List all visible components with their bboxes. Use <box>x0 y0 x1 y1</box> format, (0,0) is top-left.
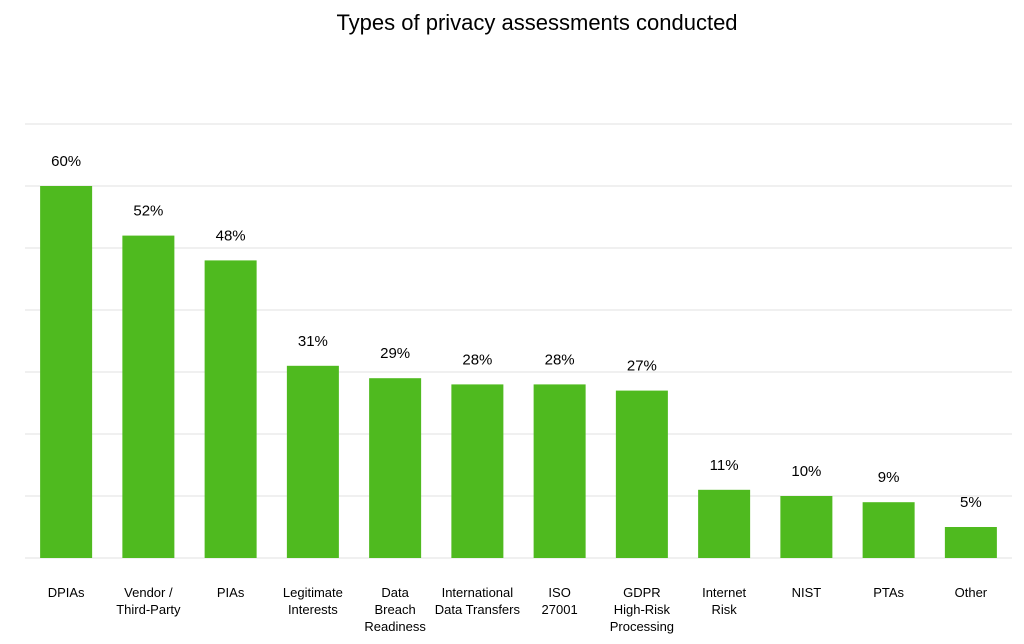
bar <box>204 260 257 558</box>
value-label: 9% <box>878 469 900 486</box>
bar <box>944 527 997 558</box>
value-label: 52% <box>133 203 163 220</box>
value-label: 28% <box>545 351 575 368</box>
x-tick-label: Vendor / Third-Party <box>116 585 181 617</box>
x-tick-label: DPIAs <box>48 585 85 600</box>
bar <box>451 384 504 558</box>
bar <box>862 502 915 558</box>
x-tick-label: Legitimate Interests <box>283 585 343 617</box>
bar <box>369 378 422 558</box>
value-label: 27% <box>627 358 657 375</box>
bar <box>698 489 751 558</box>
x-tick-label: ISO 27001 <box>542 585 578 617</box>
value-label: 29% <box>380 345 410 362</box>
bar <box>122 235 175 558</box>
x-tick-label: PIAs <box>217 585 245 600</box>
x-tick-label: International Data Transfers <box>435 585 521 617</box>
bar <box>40 186 93 558</box>
chart-title: Types of privacy assessments conducted <box>336 10 737 35</box>
x-tick-label: Internet Risk <box>702 585 746 617</box>
x-tick-label: Other <box>955 585 988 600</box>
value-label: 28% <box>462 351 492 368</box>
value-label: 10% <box>791 463 821 480</box>
x-tick-label: NIST <box>792 585 822 600</box>
x-tick-label: Data Breach Readiness <box>364 585 426 634</box>
bar <box>615 390 668 558</box>
value-label: 5% <box>960 494 982 511</box>
bar <box>533 384 586 558</box>
value-label: 31% <box>298 333 328 350</box>
value-label: 60% <box>51 153 81 170</box>
x-tick-label: PTAs <box>873 585 904 600</box>
bar <box>780 496 833 558</box>
value-label: 48% <box>216 227 246 244</box>
x-tick-label: GDPR High-Risk Processing <box>610 585 674 634</box>
value-label: 11% <box>710 457 739 474</box>
bar <box>286 365 339 558</box>
